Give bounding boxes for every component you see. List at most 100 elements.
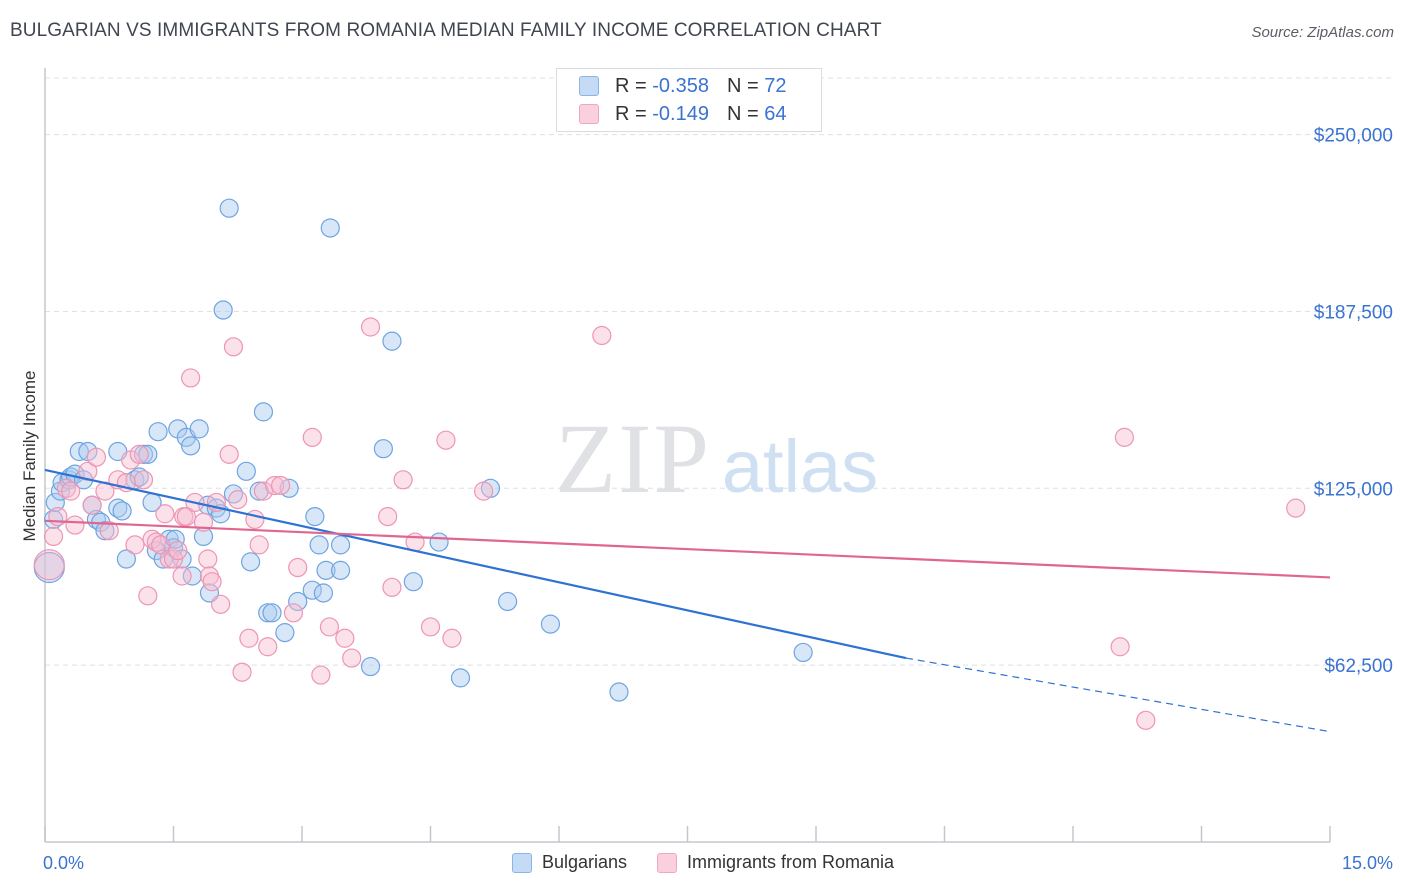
bulgarians-point bbox=[450, 668, 471, 688]
romania-point bbox=[138, 586, 158, 606]
legend-row-romania: R = -0.149 N = 64 bbox=[579, 101, 786, 127]
romania-point bbox=[335, 628, 355, 648]
romania-point bbox=[172, 566, 192, 586]
correlation-legend: R = -0.358 N = 72 R = -0.149 N = 64 bbox=[556, 68, 822, 132]
romania-point bbox=[258, 637, 278, 657]
romania-point bbox=[43, 526, 64, 547]
trend-lines bbox=[44, 468, 1331, 733]
bulgarians-point bbox=[95, 521, 115, 541]
romania-point bbox=[198, 549, 218, 569]
romania-point bbox=[151, 535, 171, 555]
bulgarians-point bbox=[309, 535, 329, 555]
romania-point bbox=[264, 475, 285, 496]
legend-r-label: R = bbox=[615, 102, 647, 125]
romania-point bbox=[1114, 427, 1135, 447]
romania-point bbox=[129, 444, 149, 464]
romania-point bbox=[360, 317, 381, 337]
romania-point bbox=[311, 665, 331, 685]
romania-point bbox=[239, 628, 259, 648]
chart-title: BULGARIAN VS IMMIGRANTS FROM ROMANIA MED… bbox=[10, 20, 882, 41]
legend-r-value: -0.149 bbox=[652, 102, 709, 125]
romania-point bbox=[474, 481, 494, 501]
bulgarians-point bbox=[112, 501, 132, 521]
trend-line-bulgarians-extension bbox=[905, 657, 1331, 733]
bulgarians-point bbox=[609, 682, 629, 702]
legend-n-value: 64 bbox=[764, 102, 787, 125]
bulgarians-point bbox=[219, 198, 239, 218]
romania-point bbox=[125, 535, 145, 555]
legend-n-label: N = bbox=[726, 74, 759, 97]
bulgarians-point bbox=[313, 583, 334, 603]
legend-swatch-bulgarians bbox=[511, 852, 532, 873]
source-credit: Source: ZipAtlas.com bbox=[1251, 24, 1394, 41]
y-tick-label: $62,500 bbox=[1324, 656, 1393, 677]
romania-point bbox=[82, 495, 102, 515]
romania-point bbox=[202, 572, 222, 592]
romania-point bbox=[232, 662, 252, 682]
series-legend: Bulgarians Immigrants from Romania bbox=[0, 852, 1406, 873]
romania-point bbox=[253, 481, 274, 501]
romania-point bbox=[181, 368, 201, 388]
romania-point bbox=[442, 628, 462, 648]
bulgarians-point bbox=[262, 603, 282, 623]
romania-point bbox=[155, 504, 175, 524]
legend-item-romania: Immigrants from Romania bbox=[657, 852, 894, 873]
romania-point bbox=[245, 509, 265, 530]
bulgarians-point bbox=[258, 603, 278, 623]
romania-point bbox=[288, 557, 308, 578]
romania-point bbox=[223, 337, 244, 357]
x-tick-labels: 0.0% 15.0% bbox=[43, 853, 1393, 873]
legend-row-bulgarians: R = -0.358 N = 72 bbox=[579, 73, 786, 99]
bulgarians-point bbox=[241, 552, 261, 572]
legend-n-value: 72 bbox=[764, 74, 787, 97]
trend-line-bulgarians bbox=[44, 468, 907, 660]
bulgarians-point bbox=[540, 614, 561, 634]
romania-point bbox=[176, 506, 196, 527]
romania-point bbox=[1286, 498, 1306, 518]
bulgarians-point bbox=[360, 656, 381, 677]
watermark-atlas: atlas bbox=[722, 425, 878, 508]
romania-point bbox=[393, 470, 413, 490]
legend-swatch-bulgarians bbox=[579, 76, 599, 96]
legend-label-romania: Immigrants from Romania bbox=[687, 852, 895, 872]
romania-point bbox=[48, 506, 68, 527]
bulgarians-point bbox=[498, 591, 518, 612]
bulgarians-point bbox=[165, 529, 185, 549]
x-tick-label-max: 15.0% bbox=[1342, 853, 1393, 873]
bulgarians-point bbox=[288, 591, 308, 612]
bulgarians-point bbox=[275, 623, 295, 643]
romania-point bbox=[86, 447, 107, 467]
romania-point bbox=[420, 617, 441, 637]
romania-point bbox=[378, 506, 398, 527]
series-romania-points bbox=[33, 317, 1306, 730]
romania-point bbox=[99, 521, 119, 541]
bulgarians-point bbox=[116, 549, 136, 569]
romania-point bbox=[211, 594, 231, 614]
bulgarians-point bbox=[305, 506, 325, 527]
bulgarians-point bbox=[382, 331, 402, 351]
bulgarians-point bbox=[429, 532, 449, 552]
series-bulgarians-points bbox=[33, 198, 813, 702]
bulgarians-point bbox=[181, 436, 201, 456]
axes bbox=[44, 68, 1331, 843]
bulgarians-point bbox=[189, 419, 209, 439]
romania-point bbox=[219, 444, 239, 464]
legend-label-bulgarians: Bulgarians bbox=[541, 852, 627, 872]
bulgarians-point bbox=[45, 492, 65, 513]
romania-point bbox=[1110, 637, 1130, 657]
bulgarians-point bbox=[182, 566, 202, 586]
romania-point bbox=[249, 535, 269, 555]
romania-point bbox=[302, 427, 322, 447]
y-tick-labels: $62,500 $125,000 $187,500 $250,000 bbox=[1314, 126, 1393, 678]
bulgarians-point bbox=[320, 218, 340, 238]
romania-point bbox=[592, 325, 612, 346]
bulgarians-point bbox=[316, 560, 336, 580]
legend-r-label: R = bbox=[615, 74, 647, 97]
legend-r-value: -0.358 bbox=[652, 74, 709, 97]
romania-point bbox=[61, 481, 81, 501]
bulgarians-point bbox=[213, 300, 233, 320]
romania-point bbox=[270, 475, 291, 496]
romania-point bbox=[65, 515, 85, 535]
watermark: ZIP atlas bbox=[555, 403, 878, 514]
